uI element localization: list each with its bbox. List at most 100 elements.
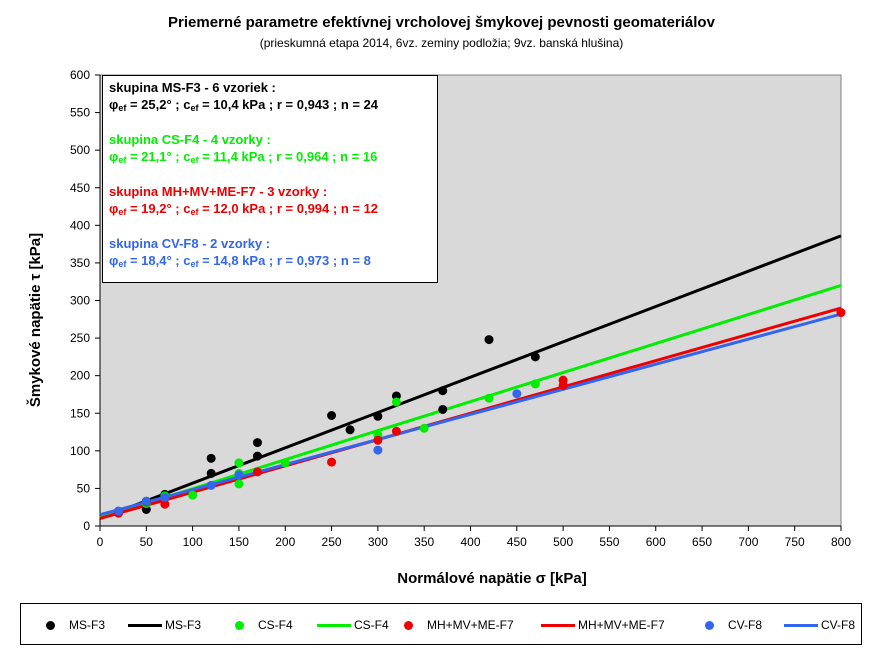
- data-point-CS-F4: [391, 397, 401, 407]
- data-point-MS-F3: [438, 386, 448, 396]
- legend-item: MS-F3: [46, 617, 105, 633]
- parameters-group: skupina MS-F3 - 6 vzoriek : φef = 25,2° ;…: [109, 80, 437, 117]
- data-point-MS-F3: [438, 404, 448, 414]
- y-tick-label: 150: [70, 406, 90, 420]
- legend-item: CV-F8: [705, 617, 762, 633]
- chart-subtitle: (prieskumná etapa 2014, 6vz. zeminy podl…: [259, 36, 624, 50]
- fit-line-MS-F3: [99, 234, 842, 520]
- data-point-CV-F8: [206, 480, 216, 490]
- data-point-MS-F3: [484, 335, 494, 345]
- y-tick-label: 450: [70, 181, 90, 195]
- legend-line-icon: [317, 623, 351, 627]
- y-tick-label: 300: [70, 294, 90, 308]
- legend-line-icon: [784, 623, 818, 627]
- x-tick-label: 50: [140, 535, 154, 549]
- parameters-box: skupina MS-F3 - 6 vzoriek : φef = 25,2° ;…: [102, 75, 438, 283]
- fit-line-CS-F4: [99, 284, 842, 520]
- y-tick-label: 0: [83, 519, 90, 533]
- group-heading: skupina CS-F4 - 4 vzorky :: [109, 132, 271, 147]
- data-points: [114, 308, 846, 518]
- legend-marker-icon: [46, 620, 55, 630]
- data-point-CV-F8: [373, 445, 383, 455]
- data-point-MH+MV+ME-F7: [558, 375, 568, 385]
- data-point-MH+MV+ME-F7: [373, 435, 383, 445]
- data-point-CV-F8: [234, 470, 244, 480]
- x-tick-label: 400: [460, 535, 480, 549]
- x-tick-label: 700: [738, 535, 758, 549]
- x-tick-label: 450: [507, 535, 527, 549]
- y-tick-label: 500: [70, 143, 90, 157]
- x-tick-label: 500: [553, 535, 573, 549]
- legend-label: MH+MV+ME-F7: [427, 618, 514, 632]
- parameters-group: skupina MH+MV+ME-F7 - 3 vzorky : φef = 19…: [109, 184, 437, 221]
- y-tick-label: 200: [70, 369, 90, 383]
- axes: 0 50 100 150 200 250 300 350 400 450 500 550 600 650 7…: [70, 68, 851, 549]
- legend-item: MS-F3: [128, 617, 201, 633]
- x-tick-label: 600: [646, 535, 666, 549]
- data-point-MS-F3: [252, 451, 262, 461]
- data-point-CV-F8: [512, 389, 522, 399]
- legend-marker-icon: [705, 620, 714, 630]
- x-tick-label: 350: [414, 535, 434, 549]
- parameters-group: skupina CV-F8 - 2 vzorky : φef = 18,4° ; …: [109, 236, 437, 273]
- data-point-MS-F3: [345, 425, 355, 435]
- legend-line-icon: [128, 623, 162, 627]
- legend-label: CV-F8: [821, 618, 856, 632]
- group-parameters: φef = 25,2° ; cef = 10,4 kPa ; r = 0,943…: [109, 97, 379, 113]
- x-tick-label: 250: [322, 535, 342, 549]
- y-tick-label: 400: [70, 218, 90, 232]
- data-point-CS-F4: [280, 458, 290, 468]
- x-tick-label: 650: [692, 535, 712, 549]
- y-axis-label: Šmykové napätie τ [kPa]: [26, 233, 44, 407]
- data-point-CV-F8: [141, 496, 151, 506]
- data-point-CS-F4: [188, 490, 198, 500]
- data-point-MS-F3: [206, 468, 216, 478]
- data-point-MS-F3: [327, 411, 337, 421]
- legend-label: CS-F4: [354, 618, 389, 632]
- group-parameters: φef = 18,4° ; cef = 14,8 kPa ; r = 0,973…: [109, 253, 371, 269]
- x-tick-label: 800: [831, 535, 851, 549]
- data-point-MS-F3: [530, 352, 540, 362]
- x-tick-label: 200: [275, 535, 295, 549]
- group-heading: skupina MH+MV+ME-F7 - 3 vzorky :: [109, 184, 328, 199]
- legend-label: MS-F3: [165, 618, 201, 632]
- parameters-group: skupina CS-F4 - 4 vzorky : φef = 21,1° ; …: [109, 132, 437, 169]
- x-tick-label: 750: [785, 535, 805, 549]
- legend-item: CS-F4: [235, 617, 293, 633]
- fit-lines: [99, 234, 842, 520]
- data-point-MH+MV+ME-F7: [252, 467, 262, 477]
- x-tick-label: 0: [97, 535, 104, 549]
- data-point-MS-F3: [373, 411, 383, 421]
- data-point-CS-F4: [484, 393, 494, 403]
- data-point-CS-F4: [234, 458, 244, 468]
- x-tick-label: 100: [183, 535, 203, 549]
- legend-item: CS-F4: [317, 617, 389, 633]
- group-heading: skupina MS-F3 - 6 vzoriek :: [109, 80, 276, 95]
- data-point-CS-F4: [419, 423, 429, 433]
- legend: MS-F3 MS-F3 CS-F4 CS-F4 MH+MV+ME-F7 MH+MV+ME-…: [20, 603, 862, 645]
- data-point-CV-F8: [160, 492, 170, 502]
- x-tick-label: 550: [599, 535, 619, 549]
- legend-line-icon: [541, 623, 575, 627]
- chart-title: Priemerné parametre efektívnej vrcholove…: [168, 14, 715, 31]
- data-point-MH+MV+ME-F7: [160, 499, 170, 509]
- y-tick-label: 600: [70, 68, 90, 82]
- data-point-CV-F8: [114, 506, 124, 516]
- data-point-CS-F4: [530, 379, 540, 389]
- legend-label: MS-F3: [69, 618, 105, 632]
- data-point-MS-F3: [206, 453, 216, 463]
- y-tick-label: 550: [70, 106, 90, 120]
- x-axis-label: Normálové napätie σ [kPa]: [397, 570, 587, 587]
- legend-item: MH+MV+ME-F7: [541, 617, 665, 633]
- legend-label: CV-F8: [728, 618, 763, 632]
- data-point-CS-F4: [234, 479, 244, 489]
- group-parameters: φef = 19,2° ; cef = 12,0 kPa ; r = 0,994…: [109, 201, 379, 217]
- data-point-MH+MV+ME-F7: [391, 426, 401, 436]
- fit-line-CV-F8: [99, 312, 842, 517]
- legend-label: CS-F4: [258, 618, 293, 632]
- data-point-MH+MV+ME-F7: [327, 457, 337, 467]
- group-parameters: φef = 21,1° ; cef = 11,4 kPa ; r = 0,964…: [109, 149, 378, 165]
- data-point-MS-F3: [252, 438, 262, 448]
- y-tick-label: 250: [70, 331, 90, 345]
- legend-item: MH+MV+ME-F7: [404, 617, 514, 633]
